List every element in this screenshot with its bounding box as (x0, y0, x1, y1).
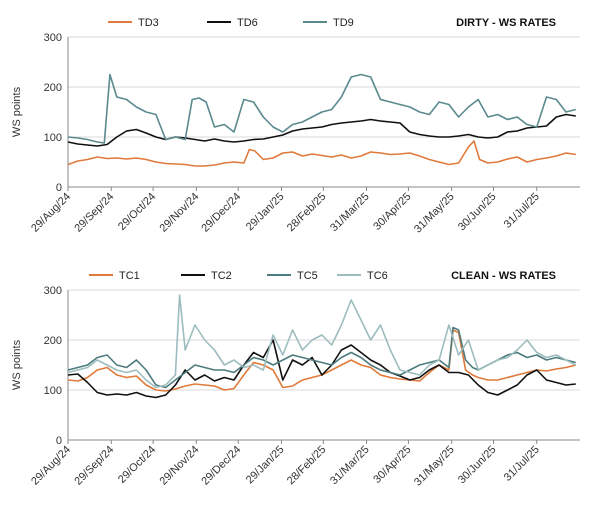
x-tick-label: 31/May/25 (412, 444, 457, 489)
x-tick-label: 29/Dec/24 (199, 191, 243, 235)
x-tick-label: 31/Jul/25 (502, 191, 542, 231)
y-tick-label: 0 (56, 182, 62, 194)
series-line-tc6 (67, 294, 577, 389)
x-tick-label: 31/Mar/25 (328, 444, 372, 488)
y-tick-label: 0 (56, 435, 62, 447)
x-tick-label: 29/Sep/24 (72, 191, 116, 235)
chart-title: CLEAN - WS RATES (451, 270, 556, 282)
legend-label-td9: TD9 (333, 17, 354, 29)
series-line-td9 (67, 73, 576, 144)
x-tick-label: 28/Feb/25 (285, 191, 329, 235)
x-tick-label: 29/Oct/24 (116, 444, 158, 486)
x-tick-label: 30/Jun/25 (456, 191, 499, 234)
y-tick-label: 200 (44, 335, 62, 347)
series-line-tc1 (67, 329, 576, 392)
x-tick-label: 29/Jan/25 (244, 191, 287, 234)
x-tick-label: 30/Jun/25 (456, 444, 499, 487)
x-tick-label: 31/May/25 (412, 191, 457, 236)
x-tick-label: 29/Dec/24 (199, 444, 243, 488)
x-tick-label: 29/Nov/24 (158, 444, 202, 488)
x-tick-label: 29/Oct/24 (116, 191, 158, 233)
x-tick-label: 29/Aug/24 (29, 191, 73, 235)
x-tick-label: 28/Feb/25 (285, 444, 329, 488)
x-tick-label: 29/Nov/24 (158, 191, 202, 235)
y-tick-label: 200 (44, 82, 62, 94)
y-axis-label: WS points (11, 86, 23, 137)
y-tick-label: 300 (44, 285, 62, 297)
x-tick-label: 30/Apr/25 (371, 444, 413, 486)
x-tick-label: 29/Sep/24 (72, 444, 116, 488)
x-tick-label: 30/Apr/25 (371, 191, 413, 233)
legend-label-tc1: TC1 (119, 270, 140, 282)
legend-label-tc6: TC6 (367, 270, 388, 282)
legend-label-tc5: TC5 (297, 270, 318, 282)
x-tick-label: 29/Aug/24 (29, 444, 73, 488)
legend-label-td6: TD6 (237, 17, 258, 29)
x-tick-label: 31/Jul/25 (502, 444, 542, 484)
x-tick-label: 29/Jan/25 (244, 444, 287, 487)
chart-title: DIRTY - WS RATES (456, 17, 556, 29)
series-line-td3 (67, 140, 576, 167)
y-axis-label: WS points (11, 339, 23, 390)
y-tick-label: 100 (44, 385, 62, 397)
legend-label-tc2: TC2 (211, 270, 232, 282)
y-tick-label: 100 (44, 132, 62, 144)
legend-label-td3: TD3 (138, 17, 159, 29)
series-line-td6 (67, 113, 576, 147)
x-tick-label: 31/Mar/25 (328, 191, 372, 235)
y-tick-label: 300 (44, 32, 62, 44)
series-line-tc2 (67, 339, 576, 399)
